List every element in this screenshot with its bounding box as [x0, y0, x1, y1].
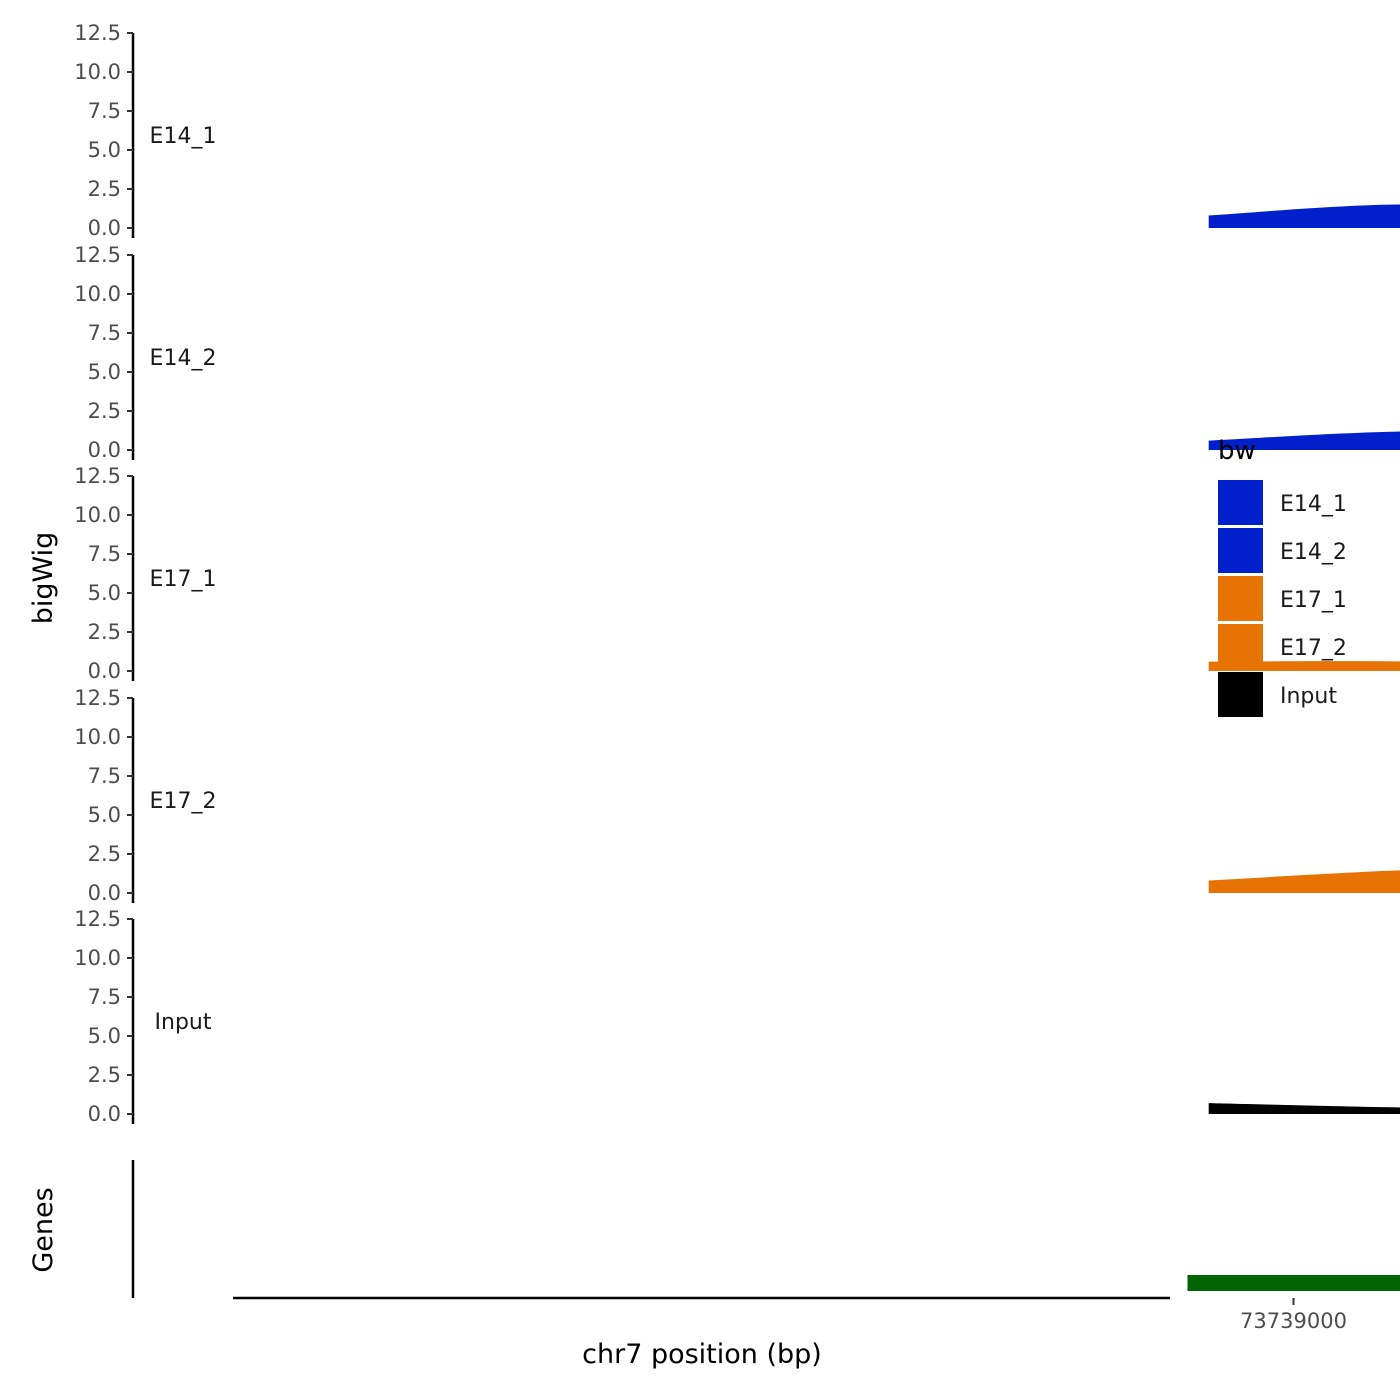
track-E14_2: 0.0 2.5 5.0 7.5 10.0 12.5 E14_2 [74, 243, 1400, 462]
y-tick-label: 12.5 [74, 686, 121, 710]
coverage-area-Input [1208, 1103, 1400, 1114]
coverage-area-E17_2 [1208, 870, 1400, 893]
legend-swatch [1218, 672, 1263, 717]
y-tick-label: 0.0 [88, 216, 121, 240]
legend-label: E17_2 [1280, 636, 1347, 661]
y-tick-label: 7.5 [88, 321, 121, 345]
track-label: E14_1 [150, 124, 217, 149]
y-tick-label: 0.0 [88, 881, 121, 905]
legend-swatch [1218, 576, 1263, 621]
y-tick-label: 7.5 [88, 99, 121, 123]
coverage-tracks: 0.0 2.5 5.0 7.5 10.0 12.5 E14_1 0.0 2.5 5.0 7.5 10.… [74, 21, 1400, 1126]
y-tick-label: 2.5 [88, 1063, 121, 1087]
x-axis-title: chr7 position (bp) [582, 1339, 822, 1370]
gene-track-title: Genes [28, 1187, 59, 1272]
track-Input: 0.0 2.5 5.0 7.5 10.0 12.5 Input [74, 907, 1400, 1126]
y-tick-label: 10.0 [74, 946, 121, 970]
legend-label: E14_2 [1280, 540, 1347, 565]
legend: bw E14_1 E14_2 E17_1 E17_2 Input [1218, 436, 1347, 717]
y-tick-label: 0.0 [88, 438, 121, 462]
y-tick-label: 5.0 [88, 138, 121, 162]
y-tick-label: 5.0 [88, 803, 121, 827]
y-tick-label: 10.0 [74, 282, 121, 306]
coverage-area-E14_2 [1208, 431, 1400, 450]
y-tick-label: 5.0 [88, 581, 121, 605]
track-label: E17_1 [150, 567, 217, 592]
y-tick-label: 2.5 [88, 620, 121, 644]
coverage-area-E14_1 [1208, 204, 1400, 228]
track-label: E14_2 [150, 346, 217, 371]
legend-title: bw [1218, 436, 1256, 466]
x-axis: 7373900073740000737410007374200073743000 [233, 1296, 1347, 1333]
y-tick-label: 10.0 [74, 60, 121, 84]
y-tick-label: 12.5 [74, 243, 121, 267]
y-tick-label: 12.5 [74, 464, 121, 488]
y-tick-label: 7.5 [88, 764, 121, 788]
gene-A830073O21Rik: A830073O21Rik [1187, 1275, 1400, 1291]
y-tick-label: 2.5 [88, 399, 121, 423]
legend-swatch [1218, 480, 1263, 525]
y-tick-label: 10.0 [74, 503, 121, 527]
track-E17_2: 0.0 2.5 5.0 7.5 10.0 12.5 E17_2 [74, 686, 1400, 905]
y-tick-label: 10.0 [74, 725, 121, 749]
y-tick-label: 0.0 [88, 1102, 121, 1126]
track-E17_1: 0.0 2.5 5.0 7.5 10.0 12.5 E17_1 [74, 464, 1400, 683]
legend-label: E17_1 [1280, 588, 1347, 613]
legend-swatch [1218, 624, 1263, 669]
y-tick-label: 7.5 [88, 542, 121, 566]
y-tick-label: 7.5 [88, 985, 121, 1009]
track-E14_1: 0.0 2.5 5.0 7.5 10.0 12.5 E14_1 [74, 21, 1400, 240]
track-label: Input [155, 1010, 212, 1035]
legend-swatch [1218, 528, 1263, 573]
y-tick-label: 12.5 [74, 907, 121, 931]
y-tick-label: 2.5 [88, 177, 121, 201]
y-tick-label: 12.5 [74, 21, 121, 45]
y-tick-label: 5.0 [88, 360, 121, 384]
gene-track: Fam174bA830073O21Rik [131, 1160, 1400, 1298]
legend-label: E14_1 [1280, 492, 1347, 517]
y-tick-label: 2.5 [88, 842, 121, 866]
y-tick-label: 0.0 [88, 659, 121, 683]
x-tick-label: 73739000 [1240, 1309, 1347, 1333]
y-tick-label: 5.0 [88, 1024, 121, 1048]
y-axis-title: bigWig [28, 532, 59, 625]
legend-label: Input [1280, 684, 1337, 709]
gene-exon [1187, 1275, 1400, 1291]
track-label: E17_2 [150, 789, 217, 814]
